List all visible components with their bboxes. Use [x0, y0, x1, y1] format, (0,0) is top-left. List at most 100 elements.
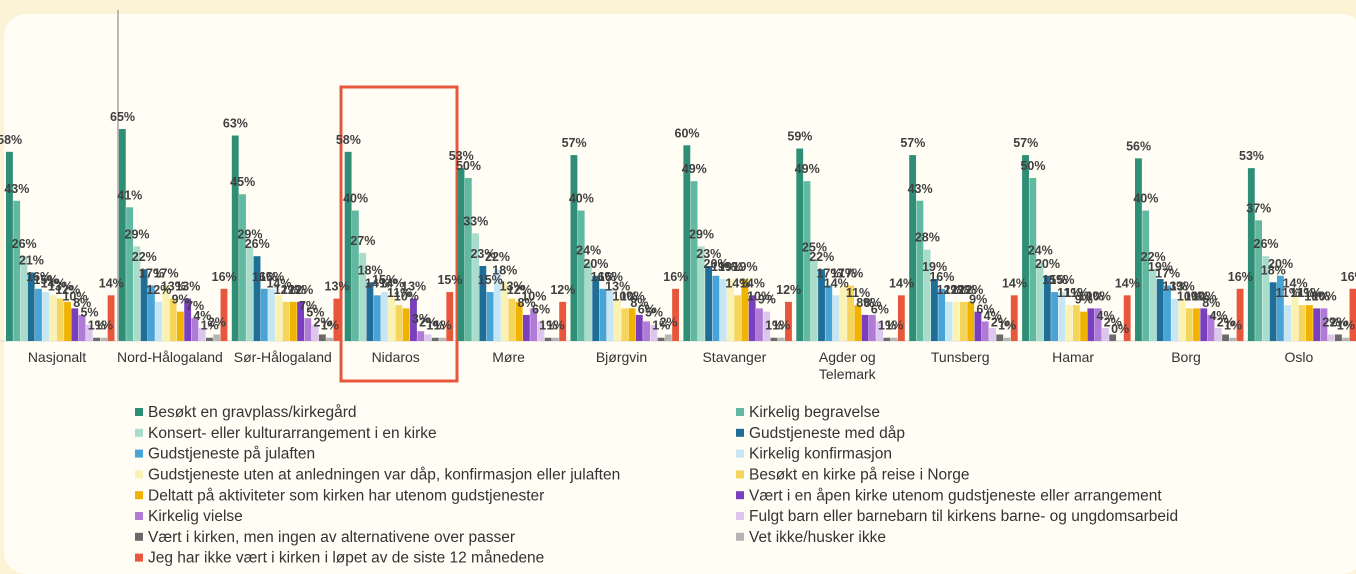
data-label: 1%	[652, 319, 670, 333]
data-label: 21%	[19, 254, 44, 268]
bar	[1171, 298, 1179, 341]
legend-label: Kirkelig begravelse	[749, 404, 880, 421]
data-label: 22%	[485, 250, 510, 264]
data-label: 16%	[1228, 270, 1253, 284]
data-label: 29%	[125, 227, 150, 241]
data-label: 53%	[449, 149, 474, 163]
data-label: 2%	[1322, 315, 1340, 329]
bar	[6, 151, 13, 341]
data-label: 15%	[33, 273, 58, 287]
data-label: 12%	[146, 283, 171, 297]
x-tick-label: Agder og Telemark	[818, 349, 876, 382]
data-label: 13%	[161, 280, 186, 294]
data-label: 14%	[725, 276, 750, 290]
bar	[169, 298, 177, 341]
bar	[1101, 327, 1109, 341]
data-label: 8%	[1202, 296, 1220, 310]
bar	[785, 301, 792, 341]
bar	[522, 314, 530, 341]
legend-swatch	[736, 408, 744, 416]
data-label: 14%	[1283, 276, 1308, 290]
bar	[930, 279, 938, 341]
bar	[366, 282, 374, 341]
bar	[726, 279, 734, 341]
x-tick-label: Hamar	[1052, 349, 1095, 365]
data-label: 13%	[401, 280, 426, 294]
data-label: 7%	[186, 299, 204, 313]
data-label: 13%	[605, 280, 630, 294]
data-label: 17%	[154, 267, 179, 281]
legend-swatch	[736, 470, 744, 479]
data-label: 15%	[1050, 273, 1075, 287]
data-label: 10%	[1079, 289, 1104, 303]
bar	[381, 292, 388, 341]
data-label: 8%	[518, 296, 536, 310]
data-label: 14%	[365, 276, 390, 290]
data-label: 1%	[1337, 319, 1355, 333]
bar	[1269, 282, 1277, 341]
data-label: 20%	[1035, 257, 1060, 271]
data-label: 16%	[1341, 270, 1356, 284]
data-label: 10%	[1191, 289, 1216, 303]
data-label: 10%	[620, 289, 645, 303]
bar	[1222, 334, 1229, 341]
data-label: 10%	[521, 289, 546, 303]
bar	[960, 301, 967, 341]
data-label: 15%	[372, 273, 397, 287]
legend-label: Gudstjeneste uten at anledningen var dåp…	[148, 466, 620, 483]
bar	[155, 301, 163, 341]
bar	[748, 295, 756, 341]
bar	[938, 288, 946, 341]
bar	[544, 337, 552, 341]
bar	[289, 301, 297, 341]
bar	[184, 298, 192, 341]
bar	[1087, 308, 1095, 341]
data-label: 11%	[1064, 286, 1088, 300]
data-label: 2%	[419, 315, 437, 329]
bar	[577, 210, 585, 341]
bar	[1051, 292, 1058, 341]
data-label: 11%	[1276, 286, 1300, 300]
bar	[311, 324, 319, 341]
legend-swatch	[135, 512, 143, 520]
bar	[854, 305, 862, 341]
data-label: 14%	[889, 276, 914, 290]
bar	[847, 285, 854, 341]
data-label: 40%	[569, 192, 594, 206]
legend-swatch	[135, 428, 143, 437]
bar	[868, 314, 876, 341]
data-label: 2%	[1217, 315, 1235, 329]
bar	[777, 337, 785, 341]
bar	[683, 145, 691, 341]
data-label: 14%	[1002, 276, 1027, 290]
data-label: 1%	[1224, 319, 1242, 333]
data-label: 2%	[991, 315, 1009, 329]
data-label: 22%	[1141, 250, 1166, 264]
data-label: 12%	[776, 283, 801, 297]
data-label: 16%	[591, 270, 616, 284]
bar	[890, 337, 898, 341]
data-label: 10%	[394, 289, 419, 303]
data-label: 13%	[500, 280, 525, 294]
data-label: 1%	[88, 319, 106, 333]
data-label: 9%	[969, 293, 987, 307]
x-tick-label: Oslo	[1284, 349, 1314, 365]
bar	[198, 327, 206, 341]
bar	[260, 288, 268, 341]
data-label: 4%	[1097, 309, 1115, 323]
bar	[176, 311, 184, 341]
data-label: 20%	[704, 257, 729, 271]
data-label: 1%	[885, 319, 903, 333]
bar	[883, 337, 891, 341]
legend-swatch	[135, 553, 143, 562]
data-label: 10%	[612, 289, 637, 303]
bar	[621, 308, 629, 341]
bar	[359, 252, 367, 341]
data-label: 26%	[12, 237, 37, 251]
data-label: 57%	[562, 136, 587, 150]
legend-label: Vært i kirken, men ingen av alternativen…	[148, 529, 515, 546]
bar	[551, 337, 559, 341]
bar	[570, 155, 578, 341]
bar	[1080, 311, 1088, 341]
bar	[85, 324, 93, 341]
